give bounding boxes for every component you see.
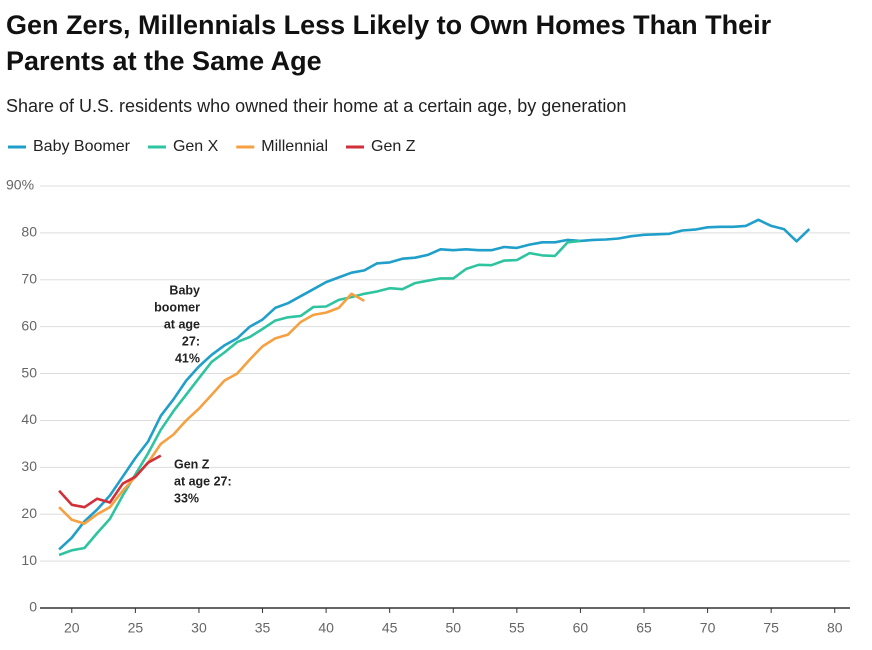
x-tick-label: 55: [509, 620, 525, 636]
chart-title: Parents at the Same Age: [6, 46, 322, 76]
y-tick-label: 10: [21, 552, 37, 568]
x-tick-label: 35: [255, 620, 271, 636]
chart-subtitle: Share of U.S. residents who owned their …: [6, 96, 626, 116]
x-tick-label: 60: [573, 620, 589, 636]
y-tick-label: 60: [21, 317, 37, 333]
x-tick-label: 70: [700, 620, 716, 636]
legend-label: Millennial: [261, 138, 328, 155]
series-line: [58, 454, 162, 509]
x-tick-label: 80: [827, 620, 843, 636]
x-tick-label: 45: [382, 620, 398, 636]
x-tick-label: 65: [636, 620, 652, 636]
annotation: 27:: [182, 334, 200, 348]
x-tick-label: 75: [763, 620, 779, 636]
y-tick-label: 50: [21, 364, 37, 380]
series-line: [58, 218, 811, 551]
annotation: Gen Z: [174, 457, 210, 471]
series-line: [58, 239, 581, 557]
legend-label: Gen Z: [371, 138, 416, 155]
y-tick-label: 0: [29, 599, 37, 615]
x-tick-label: 25: [128, 620, 144, 636]
annotation: at age 27:: [174, 474, 232, 488]
x-tick-label: 20: [64, 620, 80, 636]
x-tick-label: 50: [445, 620, 461, 636]
y-tick-label: 40: [21, 411, 37, 427]
series-line: [58, 292, 365, 525]
annotation: at age: [164, 317, 200, 331]
annotation: 41%: [175, 351, 200, 365]
y-tick-label: 20: [21, 505, 37, 521]
annotation: Baby: [169, 283, 200, 297]
annotation: 33%: [174, 491, 199, 505]
y-tick-label: 80: [21, 224, 37, 240]
chart-title: Gen Zers, Millennials Less Likely to Own…: [6, 10, 772, 40]
annotation: boomer: [154, 300, 200, 314]
legend-label: Gen X: [173, 138, 219, 155]
y-tick-label: 70: [21, 270, 37, 286]
y-tick-label: 90%: [6, 177, 34, 193]
y-tick-label: 30: [21, 458, 37, 474]
legend-label: Baby Boomer: [33, 138, 131, 155]
x-tick-label: 30: [191, 620, 207, 636]
x-tick-label: 40: [318, 620, 334, 636]
